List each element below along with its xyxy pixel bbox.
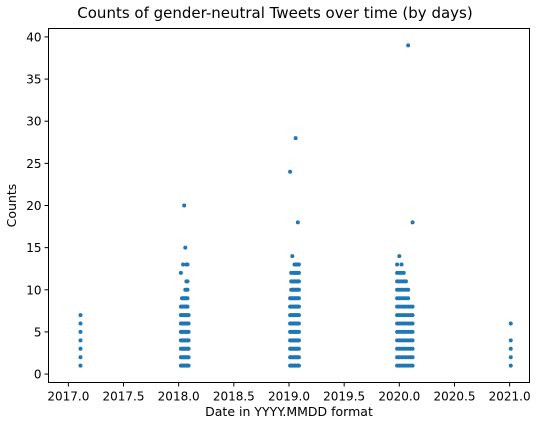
data-point xyxy=(508,363,513,368)
x-axis-label: Date in YYYY.MMDD format xyxy=(205,404,373,419)
data-point xyxy=(399,262,404,267)
data-point xyxy=(410,313,415,318)
data-point xyxy=(406,43,411,48)
y-tick-label: 30 xyxy=(26,115,41,129)
data-point xyxy=(401,270,406,275)
data-point xyxy=(296,270,301,275)
data-point xyxy=(296,346,301,351)
data-point xyxy=(403,279,408,284)
data-point xyxy=(185,296,190,301)
data-point xyxy=(296,304,301,309)
data-point xyxy=(296,338,301,343)
data-point xyxy=(78,338,83,343)
data-point xyxy=(178,270,183,275)
x-tick-label: 2018.0 xyxy=(158,390,200,404)
data-point xyxy=(410,329,415,334)
data-point xyxy=(410,363,415,368)
data-point xyxy=(186,355,191,360)
y-tick-label: 15 xyxy=(26,241,41,255)
data-point xyxy=(185,287,190,292)
data-point xyxy=(78,355,83,360)
data-point xyxy=(290,254,295,259)
y-tick-label: 0 xyxy=(34,368,42,382)
x-tick-label: 2021.0 xyxy=(489,390,531,404)
y-axis-label: Counts xyxy=(4,184,19,228)
data-point xyxy=(78,313,83,318)
data-point xyxy=(406,296,411,301)
x-tick-label: 2018.5 xyxy=(213,390,255,404)
data-point xyxy=(410,304,415,309)
data-point xyxy=(185,279,190,284)
data-point xyxy=(395,262,400,267)
y-tick-label: 35 xyxy=(26,73,41,87)
x-tick-label: 2017.5 xyxy=(103,390,145,404)
data-point xyxy=(508,338,513,343)
y-tick-label: 25 xyxy=(26,157,41,171)
data-point xyxy=(183,245,188,250)
data-point xyxy=(296,313,301,318)
data-point xyxy=(410,220,415,225)
x-tick-label: 2019.0 xyxy=(268,390,310,404)
plot-frame xyxy=(48,28,530,383)
data-point xyxy=(296,363,301,368)
data-point xyxy=(295,220,300,225)
data-point xyxy=(397,254,402,259)
y-tick-label: 5 xyxy=(34,325,42,339)
y-tick-label: 10 xyxy=(26,283,41,297)
data-point xyxy=(296,262,301,267)
y-tick-label: 20 xyxy=(26,199,41,213)
data-point xyxy=(508,355,513,360)
x-tick-label: 2020.0 xyxy=(378,390,420,404)
data-point xyxy=(78,363,83,368)
data-point xyxy=(288,169,293,174)
data-point xyxy=(296,329,301,334)
data-point xyxy=(185,262,190,267)
data-point xyxy=(296,355,301,360)
data-point xyxy=(508,321,513,326)
data-point xyxy=(293,136,298,141)
data-point xyxy=(182,203,187,208)
y-axis-ticks: 0 5 10 15 20 25 30 35 40 xyxy=(26,30,49,382)
data-point xyxy=(410,321,415,326)
data-points xyxy=(78,43,513,368)
data-point xyxy=(410,346,415,351)
data-point xyxy=(410,338,415,343)
data-point xyxy=(296,287,301,292)
data-point xyxy=(410,355,415,360)
x-tick-label: 2020.5 xyxy=(433,390,475,404)
data-point xyxy=(78,346,83,351)
data-point xyxy=(296,321,301,326)
data-point xyxy=(78,329,83,334)
data-point xyxy=(181,262,186,267)
data-point xyxy=(296,296,301,301)
data-point xyxy=(78,321,83,326)
data-point xyxy=(296,279,301,284)
data-point xyxy=(186,338,191,343)
data-point xyxy=(508,346,513,351)
y-tick-label: 40 xyxy=(26,30,41,44)
data-point xyxy=(406,287,411,292)
x-tick-label: 2017.0 xyxy=(47,390,89,404)
data-point xyxy=(186,363,191,368)
data-point xyxy=(186,329,191,334)
x-axis-ticks: 2017.0 2017.5 2018.0 2018.5 2019.0 2019.5 2020… xyxy=(47,382,531,404)
x-tick-label: 2019.5 xyxy=(323,390,365,404)
data-point xyxy=(186,346,191,351)
data-point xyxy=(186,321,191,326)
data-point xyxy=(185,304,190,309)
data-point xyxy=(186,313,191,318)
chart-title: Counts of gender-neutral Tweets over tim… xyxy=(77,4,472,22)
